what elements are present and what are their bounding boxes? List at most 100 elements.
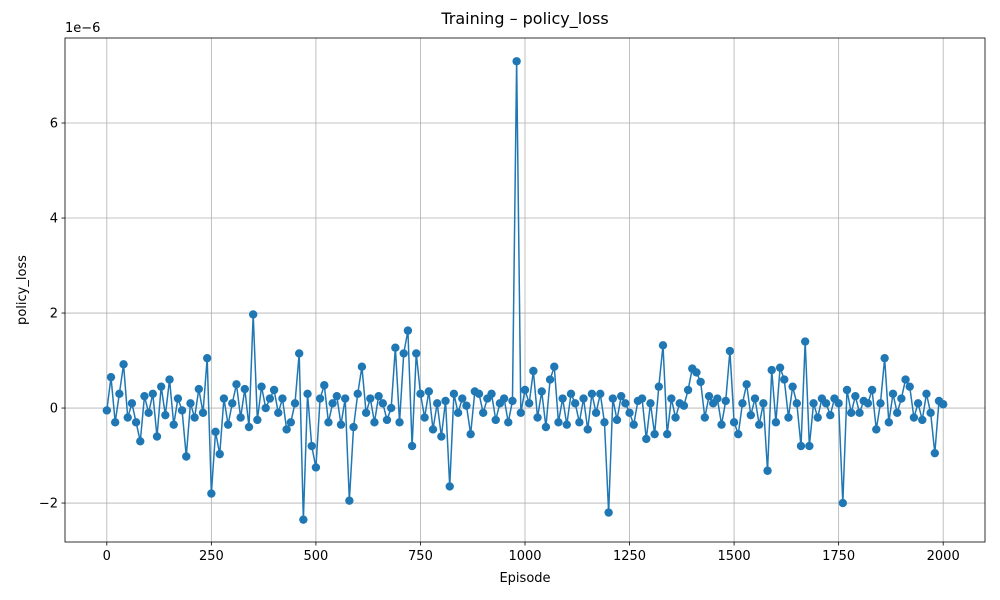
point — [391, 343, 400, 352]
point — [876, 399, 885, 408]
point — [796, 441, 806, 451]
point — [311, 463, 321, 472]
point — [566, 389, 576, 398]
point — [658, 341, 668, 350]
point — [474, 389, 484, 398]
point — [524, 399, 534, 408]
point — [424, 387, 434, 396]
point — [499, 394, 509, 403]
point — [462, 401, 471, 410]
point — [269, 385, 279, 395]
point — [336, 420, 346, 429]
point — [219, 394, 229, 403]
point — [813, 413, 822, 422]
point — [458, 394, 467, 403]
point — [646, 399, 655, 408]
point — [328, 399, 337, 408]
point — [579, 394, 588, 403]
point — [784, 413, 793, 422]
point — [897, 394, 906, 403]
point — [596, 389, 605, 398]
point — [299, 515, 308, 524]
point — [240, 384, 250, 394]
point — [855, 408, 864, 417]
point — [374, 391, 383, 401]
point — [332, 391, 342, 401]
point — [851, 391, 860, 401]
point — [152, 432, 162, 441]
point — [880, 353, 889, 363]
point — [738, 399, 747, 408]
point — [232, 380, 241, 389]
point — [144, 408, 153, 417]
y-axis-label: policy_loss — [15, 255, 30, 325]
point — [257, 382, 266, 391]
point — [228, 399, 237, 408]
point — [621, 399, 630, 408]
point — [110, 418, 120, 427]
point — [307, 441, 316, 451]
point — [173, 394, 183, 403]
plot-frame — [64, 37, 986, 543]
point — [612, 415, 622, 425]
point — [754, 420, 764, 429]
point — [215, 449, 224, 459]
x-axis-label: Episode — [499, 571, 550, 586]
point — [516, 408, 526, 417]
point — [508, 396, 517, 406]
y-tick-label: 6 — [50, 117, 58, 132]
point — [541, 422, 551, 432]
point — [478, 408, 488, 417]
point — [366, 394, 375, 403]
point — [570, 399, 580, 408]
point — [704, 391, 714, 401]
point — [700, 413, 710, 422]
point — [872, 425, 881, 434]
point — [382, 415, 392, 425]
point — [165, 375, 174, 384]
point — [834, 399, 843, 408]
point — [780, 375, 789, 384]
point — [667, 394, 676, 403]
point — [349, 422, 358, 432]
point — [750, 394, 760, 403]
point — [654, 382, 664, 391]
point — [909, 413, 919, 422]
point — [399, 349, 408, 358]
point — [115, 389, 124, 398]
x-tick-label: 1000 — [508, 549, 541, 564]
chart-title: Training – policy_loss — [440, 9, 608, 29]
grid — [65, 38, 985, 542]
point — [274, 408, 283, 417]
point — [403, 326, 413, 335]
point — [123, 413, 132, 422]
point — [558, 394, 567, 403]
point — [504, 418, 513, 427]
point — [671, 413, 680, 422]
point — [800, 337, 810, 346]
point — [775, 363, 785, 372]
point — [441, 396, 450, 406]
point — [650, 429, 659, 439]
point — [533, 413, 542, 422]
point — [616, 391, 626, 401]
point — [926, 408, 935, 417]
point — [842, 385, 852, 395]
point — [466, 429, 475, 439]
point — [905, 382, 914, 391]
point — [437, 432, 446, 441]
point — [863, 399, 873, 408]
point — [629, 420, 638, 429]
point — [884, 418, 894, 427]
point — [265, 394, 275, 403]
y-tick-label: 0 — [50, 402, 58, 417]
point — [637, 394, 647, 403]
point — [746, 410, 756, 420]
point — [340, 394, 350, 403]
y-offset: 1e−6 — [65, 21, 100, 36]
point — [202, 353, 212, 363]
point — [742, 380, 751, 389]
point — [725, 346, 735, 356]
